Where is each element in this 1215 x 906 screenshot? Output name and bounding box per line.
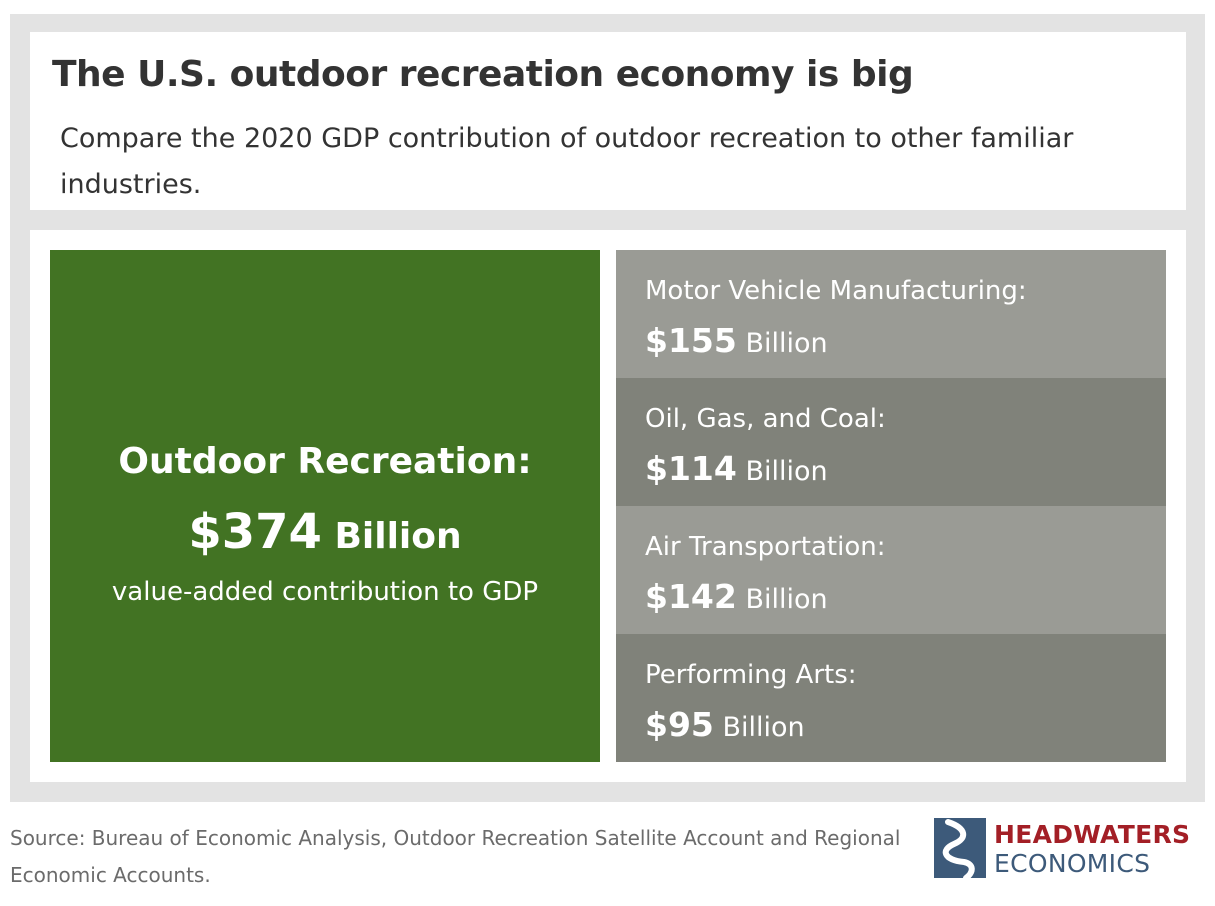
logo-wordmark-bottom: ECONOMICS bbox=[994, 849, 1151, 878]
tile-motor-vehicle-manufacturing bbox=[616, 250, 1166, 378]
tile-air-transportation bbox=[616, 506, 1166, 634]
tile-label-oil-gas-and-coal: Oil, Gas, and Coal: bbox=[645, 404, 886, 434]
tile-value-unit: Billion bbox=[737, 328, 828, 359]
chart-card: Outdoor Recreation: $374 Billion value-add… bbox=[30, 230, 1186, 782]
tile-label-performing-arts: Performing Arts: bbox=[645, 660, 857, 690]
tile-value-unit: Billion bbox=[714, 712, 805, 743]
tile-value-number: $142 bbox=[645, 577, 737, 616]
tile-value-unit: Billion bbox=[322, 516, 462, 557]
tile-value-motor-vehicle-manufacturing: $155 Billion bbox=[645, 321, 828, 360]
tile-value-unit: Billion bbox=[737, 584, 828, 615]
tile-label-motor-vehicle-manufacturing: Motor Vehicle Manufacturing: bbox=[645, 276, 1027, 306]
tile-value-unit: Billion bbox=[737, 456, 828, 487]
tile-value-oil-gas-and-coal: $114 Billion bbox=[645, 449, 828, 488]
header-card: The U.S. outdoor recreation economy is b… bbox=[30, 32, 1186, 210]
treemap-chart: Outdoor Recreation: $374 Billion value-add… bbox=[50, 250, 1166, 762]
headwaters-economics-logo: HEADWATERS ECONOMICS bbox=[934, 818, 1206, 882]
tile-value-number: $114 bbox=[645, 449, 737, 488]
chart-title: The U.S. outdoor recreation economy is b… bbox=[52, 54, 914, 95]
tile-value-number: $155 bbox=[645, 321, 737, 360]
tile-oil-gas-and-coal bbox=[616, 378, 1166, 506]
river-logo-icon bbox=[934, 818, 986, 878]
logo-wordmark-top: HEADWATERS bbox=[994, 820, 1191, 849]
tile-note-outdoor-recreation: value-added contribution to GDP bbox=[112, 577, 538, 607]
tile-value-air-transportation: $142 Billion bbox=[645, 577, 828, 616]
tile-value-number: $95 bbox=[645, 705, 714, 744]
tile-value-number: $374 bbox=[188, 504, 322, 560]
tile-performing-arts bbox=[616, 634, 1166, 762]
figure-frame: The U.S. outdoor recreation economy is b… bbox=[10, 14, 1205, 802]
tile-outdoor-recreation bbox=[50, 250, 600, 762]
tile-value-performing-arts: $95 Billion bbox=[645, 705, 805, 744]
source-note: Source: Bureau of Economic Analysis, Out… bbox=[10, 826, 901, 887]
tile-value-outdoor-recreation: $374 Billion bbox=[188, 504, 461, 560]
tile-label-air-transportation: Air Transportation: bbox=[645, 532, 885, 562]
chart-subtitle: Compare the 2020 GDP contribution of out… bbox=[60, 123, 1074, 200]
tile-label-outdoor-recreation: Outdoor Recreation: bbox=[118, 441, 531, 482]
